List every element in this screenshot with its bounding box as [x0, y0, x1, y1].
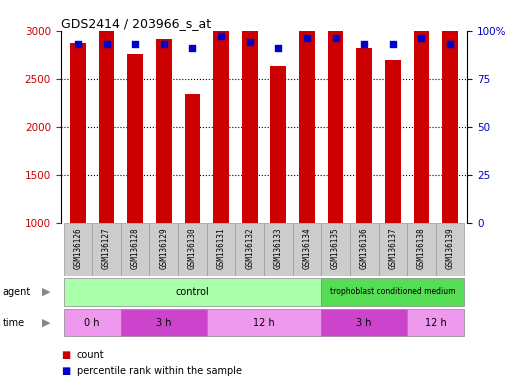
Bar [436, 223, 465, 276]
Bar [321, 309, 407, 336]
Bar [264, 223, 293, 276]
Bar [350, 223, 379, 276]
Bar [207, 223, 235, 276]
Bar [178, 223, 207, 276]
Text: GSM136135: GSM136135 [331, 228, 340, 269]
Point [74, 41, 82, 47]
Bar [385, 60, 401, 223]
Bar [270, 66, 286, 223]
Bar [299, 0, 315, 223]
Point [217, 33, 225, 40]
Text: GSM136128: GSM136128 [130, 228, 140, 269]
Bar [293, 223, 321, 276]
Bar [413, 0, 429, 223]
Point [159, 41, 168, 47]
Point [389, 41, 397, 47]
Text: ■: ■ [61, 350, 70, 360]
Text: 0 h: 0 h [84, 318, 100, 328]
Bar [379, 223, 407, 276]
Bar [99, 31, 115, 223]
Bar [63, 309, 121, 336]
Point [360, 41, 369, 47]
Text: GSM136132: GSM136132 [245, 228, 254, 269]
Point [332, 35, 340, 41]
Bar [70, 43, 86, 223]
Point [188, 45, 196, 51]
Text: GSM136126: GSM136126 [73, 228, 82, 269]
Text: 12 h: 12 h [253, 318, 275, 328]
Bar [407, 309, 465, 336]
Bar [407, 223, 436, 276]
Text: count: count [77, 350, 104, 360]
Bar [121, 223, 149, 276]
Bar [127, 54, 143, 223]
Text: 3 h: 3 h [356, 318, 372, 328]
Bar [321, 278, 465, 306]
Text: control: control [175, 287, 209, 297]
Text: GSM136127: GSM136127 [102, 228, 111, 269]
Text: GSM136138: GSM136138 [417, 228, 426, 269]
Text: 12 h: 12 h [425, 318, 447, 328]
Bar [213, 0, 229, 223]
Bar [92, 223, 121, 276]
Text: GSM136131: GSM136131 [216, 228, 225, 269]
Bar [207, 309, 321, 336]
Text: 3 h: 3 h [156, 318, 172, 328]
Bar [149, 223, 178, 276]
Text: trophoblast conditioned medium: trophoblast conditioned medium [330, 287, 456, 296]
Point [446, 41, 454, 47]
Text: percentile rank within the sample: percentile rank within the sample [77, 366, 242, 376]
Text: time: time [3, 318, 25, 328]
Text: GSM136129: GSM136129 [159, 228, 168, 269]
Text: ▶: ▶ [42, 318, 51, 328]
Text: GSM136130: GSM136130 [188, 228, 197, 269]
Bar [235, 223, 264, 276]
Point [102, 41, 111, 47]
Text: GSM136133: GSM136133 [274, 228, 283, 269]
Text: GDS2414 / 203966_s_at: GDS2414 / 203966_s_at [61, 17, 211, 30]
Bar [156, 40, 172, 223]
Text: ▶: ▶ [42, 287, 51, 297]
Bar [242, 0, 258, 223]
Point [417, 35, 426, 41]
Text: GSM136139: GSM136139 [446, 228, 455, 269]
Bar [356, 48, 372, 223]
Text: GSM136136: GSM136136 [360, 228, 369, 269]
Bar [121, 309, 207, 336]
Point [131, 41, 139, 47]
Bar [328, 0, 343, 223]
Text: ■: ■ [61, 366, 70, 376]
Text: GSM136134: GSM136134 [303, 228, 312, 269]
Bar [321, 223, 350, 276]
Bar [442, 22, 458, 223]
Bar [63, 223, 92, 276]
Point [246, 39, 254, 45]
Text: GSM136137: GSM136137 [388, 228, 398, 269]
Text: agent: agent [3, 287, 31, 297]
Point [303, 35, 311, 41]
Point [274, 45, 282, 51]
Bar [185, 94, 200, 223]
Bar [63, 278, 321, 306]
